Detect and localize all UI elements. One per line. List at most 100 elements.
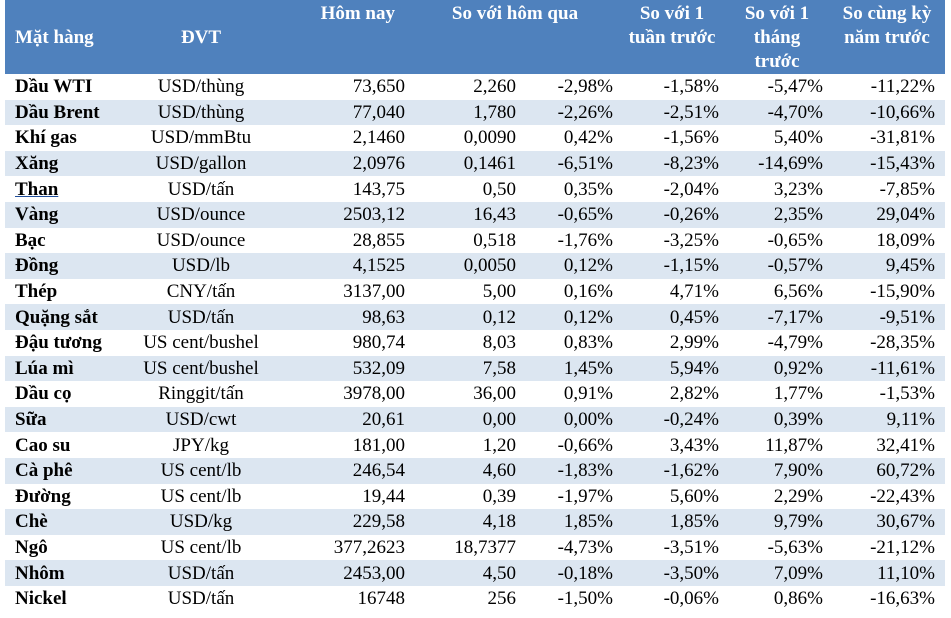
item-unit-text: USD/ounce — [156, 229, 246, 251]
item-unit: US cent/bushel — [119, 355, 283, 382]
price-today: 2453,00 — [283, 560, 411, 586]
item-unit-text: USD/mmBtu — [150, 127, 252, 149]
pct-vs-week-text: -1,15% — [663, 255, 719, 277]
header-vs-month: So với 1 tháng trước — [725, 0, 829, 74]
change-vs-yesterday: 0,0050 — [411, 253, 522, 279]
item-name-text: Nhôm — [15, 562, 65, 584]
pct-vs-year: 11,10% — [829, 560, 945, 586]
change-vs-yesterday-text: 0,1461 — [463, 153, 516, 175]
item-unit: US cent/lb — [119, 534, 283, 561]
pct-vs-month: 7,90% — [725, 457, 829, 484]
pct-vs-week-text: -2,04% — [663, 178, 719, 200]
pct-vs-week-text: 5,94% — [669, 357, 719, 379]
pct-vs-year-text: 60,72% — [876, 460, 935, 482]
pct-vs-week: -1,15% — [619, 253, 725, 279]
pct-vs-week: -1,56% — [619, 125, 725, 151]
pct-vs-year: 29,04% — [829, 201, 945, 228]
header-vs-week: So với 1 tuần trước — [619, 0, 725, 74]
item-name: Đường — [5, 483, 119, 510]
pct-vs-year-text: -1,53% — [879, 383, 935, 405]
pct-vs-year-text: -15,90% — [870, 281, 935, 303]
item-name: Lúa mì — [5, 355, 119, 382]
item-unit-text: USD/kg — [169, 511, 233, 533]
pct-vs-week: -1,58% — [619, 74, 725, 100]
pct-vs-month-text: -5,63% — [767, 536, 823, 558]
item-name: Xăng — [5, 150, 119, 177]
pct-vs-yesterday: 0,16% — [522, 278, 619, 305]
price-today: 20,61 — [283, 406, 411, 433]
pct-vs-month-text: -5,47% — [767, 76, 823, 98]
item-name-text: Ngô — [15, 536, 48, 558]
pct-vs-yesterday-text: -0,18% — [557, 562, 613, 584]
pct-vs-year-text: -9,51% — [879, 306, 935, 328]
item-unit: US cent/bushel — [119, 329, 283, 356]
item-name-text: Đồng — [15, 255, 59, 277]
price-today-text: 19,44 — [362, 485, 405, 507]
pct-vs-week: -1,62% — [619, 457, 725, 484]
item-unit: USD/ounce — [119, 227, 283, 254]
pct-vs-yesterday: -1,50% — [522, 585, 619, 612]
change-vs-yesterday: 4,50 — [411, 560, 522, 586]
change-vs-yesterday: 0,00 — [411, 406, 522, 433]
pct-vs-month: 1,77% — [725, 381, 829, 407]
pct-vs-month-text: 2,29% — [773, 485, 823, 507]
item-unit: USD/mmBtu — [119, 125, 283, 151]
price-today: 4,1525 — [283, 253, 411, 279]
change-vs-yesterday-text: 0,0090 — [463, 127, 516, 149]
table-row: Dầu Brent USD/thùng 77,040 1,780 -2,26% -2,51… — [5, 99, 945, 126]
pct-vs-year: -21,12% — [829, 534, 945, 561]
item-unit: USD/cwt — [119, 406, 283, 433]
price-today: 16748 — [283, 585, 411, 612]
pct-vs-yesterday-text: 0,16% — [563, 281, 613, 303]
price-today-text: 980,74 — [352, 332, 405, 354]
item-name: Bạc — [5, 227, 119, 254]
item-unit: USD/thùng — [119, 74, 283, 100]
pct-vs-yesterday: 0,35% — [522, 176, 619, 202]
item-name-text: Cà phê — [15, 460, 73, 482]
price-today: 377,2623 — [283, 534, 411, 561]
price-today-text: 181,00 — [352, 434, 405, 456]
table-body: Dầu WTI USD/thùng 73,650 2,260 -2,98% -1,58% -… — [5, 74, 945, 612]
table-row: Than USD/tấn 143,75 0,50 0,35% -2,04% 3,23% -7,… — [5, 176, 945, 202]
item-name: Dầu WTI — [5, 74, 119, 100]
pct-vs-year: -22,43% — [829, 483, 945, 510]
pct-vs-yesterday: -2,98% — [522, 74, 619, 100]
change-vs-yesterday-text: 8,03 — [482, 332, 516, 354]
item-name: Đồng — [5, 253, 119, 279]
item-unit: USD/tấn — [119, 560, 283, 586]
item-name-text: Đậu tương — [15, 332, 102, 354]
table-row: Lúa mì US cent/bushel 532,09 7,58 1,45% 5,94%… — [5, 355, 945, 382]
pct-vs-yesterday: -1,83% — [522, 457, 619, 484]
price-today-text: 532,09 — [352, 357, 405, 379]
pct-vs-week-text: -1,56% — [663, 127, 719, 149]
item-name-text: Chè — [15, 511, 48, 533]
change-vs-yesterday-text: 5,00 — [482, 281, 516, 303]
change-vs-yesterday: 0,518 — [411, 227, 522, 254]
price-today-text: 28,855 — [352, 229, 405, 251]
header-vs-year: So cùng kỳ năm trước — [829, 0, 945, 74]
pct-vs-yesterday: 0,12% — [522, 304, 619, 330]
pct-vs-year: 30,67% — [829, 509, 945, 535]
pct-vs-yesterday-text: -1,97% — [557, 485, 613, 507]
pct-vs-month-text: 7,09% — [773, 562, 823, 584]
change-vs-yesterday-text: 2,260 — [473, 76, 516, 98]
pct-vs-week: 2,99% — [619, 329, 725, 356]
price-today: 2,0976 — [283, 150, 411, 177]
table-row: Đậu tương US cent/bushel 980,74 8,03 0,83% 2,… — [5, 329, 945, 356]
change-vs-yesterday: 18,7377 — [411, 534, 522, 561]
item-name-text: Đường — [15, 485, 71, 507]
pct-vs-week: 3,43% — [619, 432, 725, 458]
item-name-text: Nickel — [15, 588, 67, 610]
pct-vs-year-text: -10,66% — [870, 101, 935, 123]
price-today-text: 3137,00 — [343, 281, 405, 303]
pct-vs-week-text: 2,99% — [669, 332, 719, 354]
item-name: Khí gas — [5, 125, 119, 151]
item-name-text: Thép — [15, 281, 58, 303]
item-name: Cà phê — [5, 457, 119, 484]
table-row: Quặng sắt USD/tấn 98,63 0,12 0,12% 0,45% -7,17… — [5, 304, 945, 330]
pct-vs-week-text: 3,43% — [669, 434, 719, 456]
price-today: 28,855 — [283, 227, 411, 254]
change-vs-yesterday-text: 0,518 — [473, 229, 516, 251]
pct-vs-month-text: 0,86% — [773, 588, 823, 610]
change-vs-yesterday: 256 — [411, 585, 522, 612]
